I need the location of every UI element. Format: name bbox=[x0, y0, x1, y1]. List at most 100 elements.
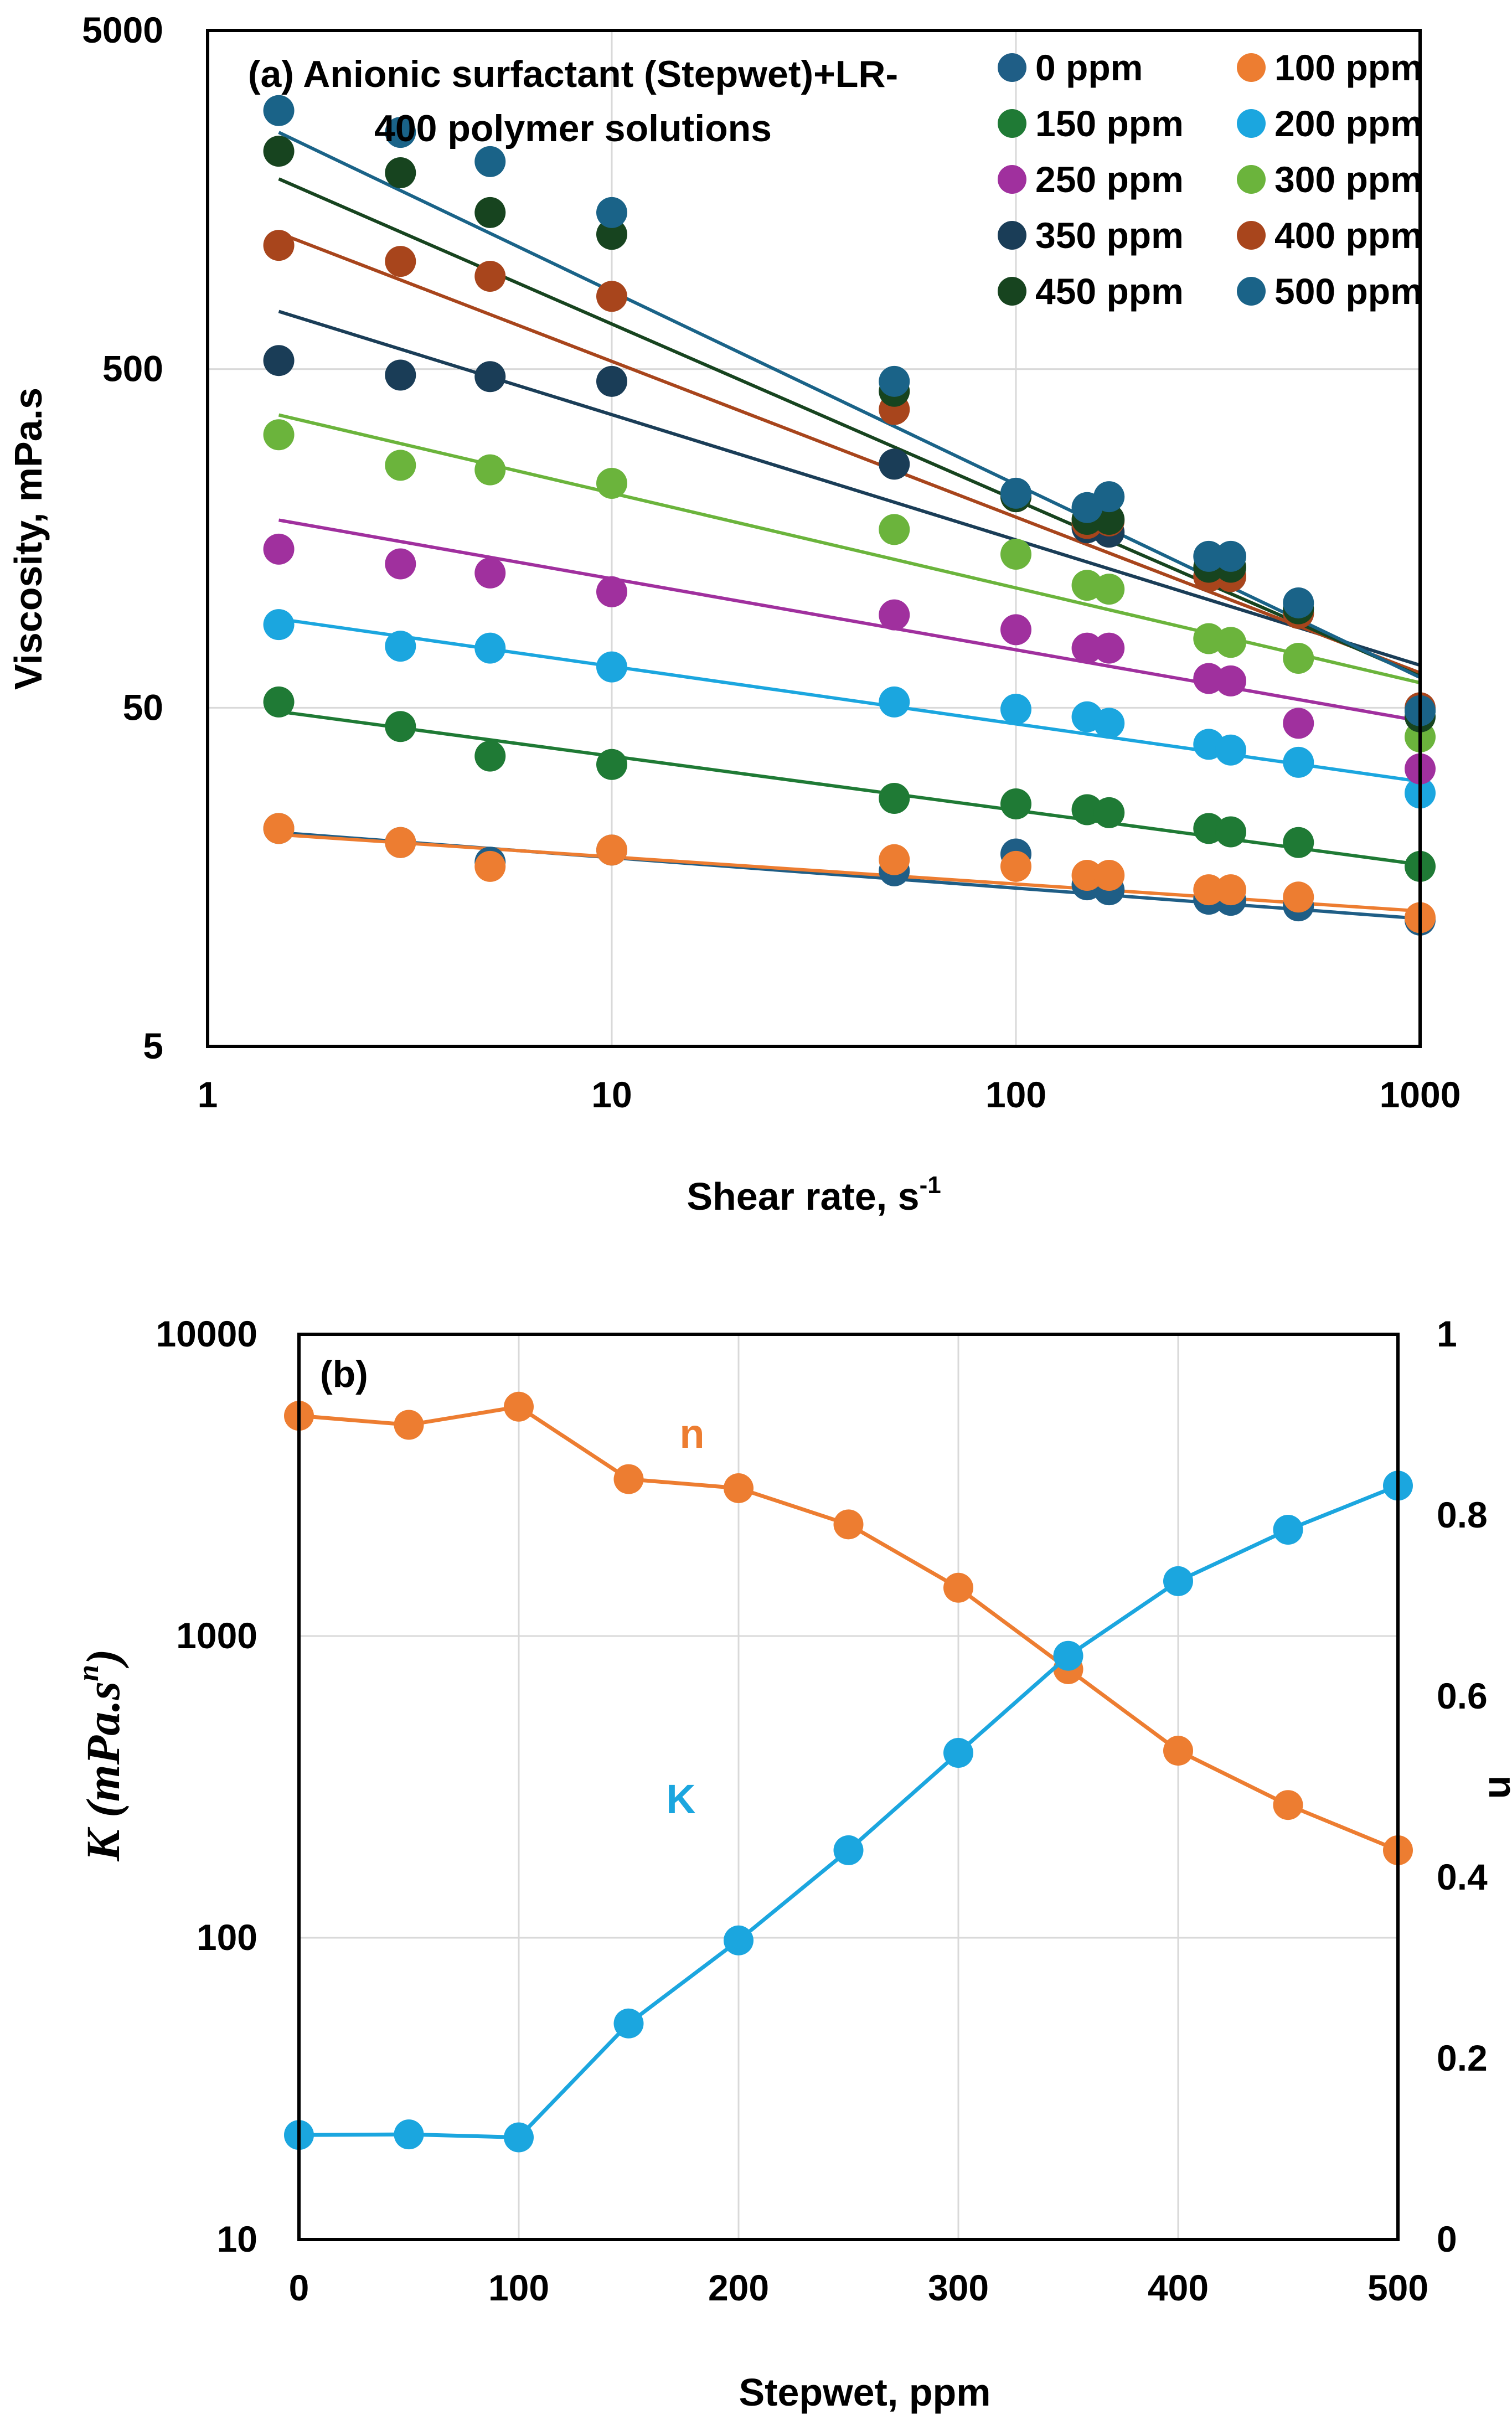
data-point bbox=[474, 197, 506, 228]
data-point bbox=[943, 1572, 973, 1603]
series-points bbox=[263, 419, 1436, 753]
data-point bbox=[385, 157, 416, 189]
data-point bbox=[1193, 540, 1225, 572]
data-point bbox=[1000, 694, 1031, 725]
panel-a-title-line-2: 400 polymer solutions bbox=[374, 107, 772, 149]
panel-b-x-tick-labels: 0 100 200 300 400 500 bbox=[289, 2267, 1428, 2308]
data-point bbox=[1093, 708, 1125, 739]
data-point bbox=[596, 365, 627, 397]
data-point bbox=[943, 1738, 973, 1768]
legend-label: 500 ppm bbox=[1274, 271, 1423, 312]
data-point bbox=[1163, 1736, 1193, 1766]
left-y-tick-label: 1000 bbox=[176, 1615, 257, 1656]
data-point bbox=[263, 813, 295, 844]
series-line bbox=[298, 1405, 1399, 1853]
x-tick-label: 100 bbox=[488, 2267, 549, 2308]
data-point bbox=[613, 1464, 644, 1494]
data-point bbox=[394, 2119, 424, 2150]
panel-b-n-series-label: n bbox=[679, 1411, 704, 1457]
legend-marker bbox=[998, 165, 1026, 194]
data-point bbox=[474, 632, 506, 664]
y-tick-label: 50 bbox=[123, 687, 163, 727]
x-tick-label: 500 bbox=[1367, 2267, 1428, 2308]
data-point bbox=[474, 850, 506, 882]
legend-marker bbox=[998, 221, 1026, 250]
data-point bbox=[1071, 632, 1103, 664]
fit-line bbox=[278, 131, 1421, 679]
legend-label: 450 ppm bbox=[1035, 271, 1184, 312]
data-point bbox=[504, 2122, 534, 2153]
series-points bbox=[263, 345, 1436, 726]
data-point bbox=[1053, 1640, 1083, 1671]
data-point bbox=[1163, 1566, 1193, 1596]
right-y-tick-label: 0.2 bbox=[1437, 2037, 1488, 2078]
data-point bbox=[1283, 827, 1314, 858]
data-point bbox=[1215, 816, 1246, 848]
data-point bbox=[1283, 881, 1314, 913]
data-point bbox=[1093, 860, 1125, 891]
data-point bbox=[263, 136, 295, 167]
left-y-tick-label: 100 bbox=[197, 1917, 257, 1958]
data-point bbox=[263, 533, 295, 565]
fit-line bbox=[278, 833, 1421, 913]
x-tick-label: 0 bbox=[289, 2267, 309, 2308]
data-point bbox=[385, 827, 416, 858]
panel-a-viscosity-chart: 1 10 100 1000 5 50 500 5000 (a) Anionic surfac… bbox=[7, 9, 1461, 1218]
legend-label: 0 ppm bbox=[1035, 47, 1143, 88]
legend-marker bbox=[1237, 109, 1266, 138]
left-y-tick-label: 10000 bbox=[156, 1313, 257, 1354]
data-point bbox=[263, 95, 295, 126]
data-point bbox=[385, 359, 416, 391]
panel-a-y-tick-labels: 5 50 500 5000 bbox=[82, 9, 163, 1066]
fit-line bbox=[278, 231, 1421, 675]
legend-label: 100 ppm bbox=[1274, 47, 1423, 88]
y-tick-label: 500 bbox=[102, 348, 163, 389]
legend-marker bbox=[1237, 165, 1266, 194]
legend-marker bbox=[1237, 277, 1266, 306]
legend-marker bbox=[1237, 53, 1266, 82]
legend-marker bbox=[1237, 221, 1266, 250]
x-tick-label: 1000 bbox=[1380, 1074, 1461, 1115]
data-point bbox=[879, 365, 910, 397]
data-point bbox=[1071, 860, 1103, 891]
data-point bbox=[1000, 477, 1031, 509]
x-tick-label: 100 bbox=[985, 1074, 1046, 1115]
data-point bbox=[1283, 642, 1314, 674]
data-point bbox=[596, 834, 627, 866]
data-point bbox=[1000, 788, 1031, 820]
data-point bbox=[879, 783, 910, 814]
panel-a-fit-lines bbox=[278, 131, 1421, 921]
x-tick-label: 300 bbox=[928, 2267, 989, 2308]
data-point bbox=[263, 609, 295, 641]
data-point bbox=[1215, 874, 1246, 906]
legend-marker bbox=[998, 277, 1026, 306]
data-point bbox=[1215, 627, 1246, 658]
data-point bbox=[596, 749, 627, 780]
series-points bbox=[263, 609, 1436, 809]
legend-label: 400 ppm bbox=[1274, 215, 1423, 256]
fit-line bbox=[278, 710, 1421, 866]
series-line bbox=[298, 1484, 1399, 2140]
data-point bbox=[1093, 574, 1125, 605]
data-point bbox=[385, 711, 416, 742]
right-y-tick-label: 0.8 bbox=[1437, 1494, 1488, 1535]
x-tick-label: 200 bbox=[708, 2267, 769, 2308]
legend-label: 350 ppm bbox=[1035, 215, 1184, 256]
data-point bbox=[1193, 874, 1225, 906]
data-point bbox=[394, 1410, 424, 1440]
data-point bbox=[263, 230, 295, 261]
panel-a-plot-frame bbox=[206, 29, 1422, 1048]
data-point bbox=[474, 557, 506, 589]
data-point bbox=[879, 448, 910, 480]
data-point bbox=[263, 686, 295, 718]
panel-b-left-y-tick-labels: 10 100 1000 10000 bbox=[156, 1313, 257, 2259]
data-point bbox=[879, 514, 910, 545]
panel-a-x-axis-label: Shear rate, s-1 bbox=[687, 1172, 941, 1218]
data-point bbox=[1273, 1515, 1303, 1545]
data-point bbox=[385, 117, 416, 148]
data-point bbox=[596, 651, 627, 683]
right-y-tick-label: 1 bbox=[1437, 1313, 1457, 1354]
data-point bbox=[724, 1473, 754, 1503]
